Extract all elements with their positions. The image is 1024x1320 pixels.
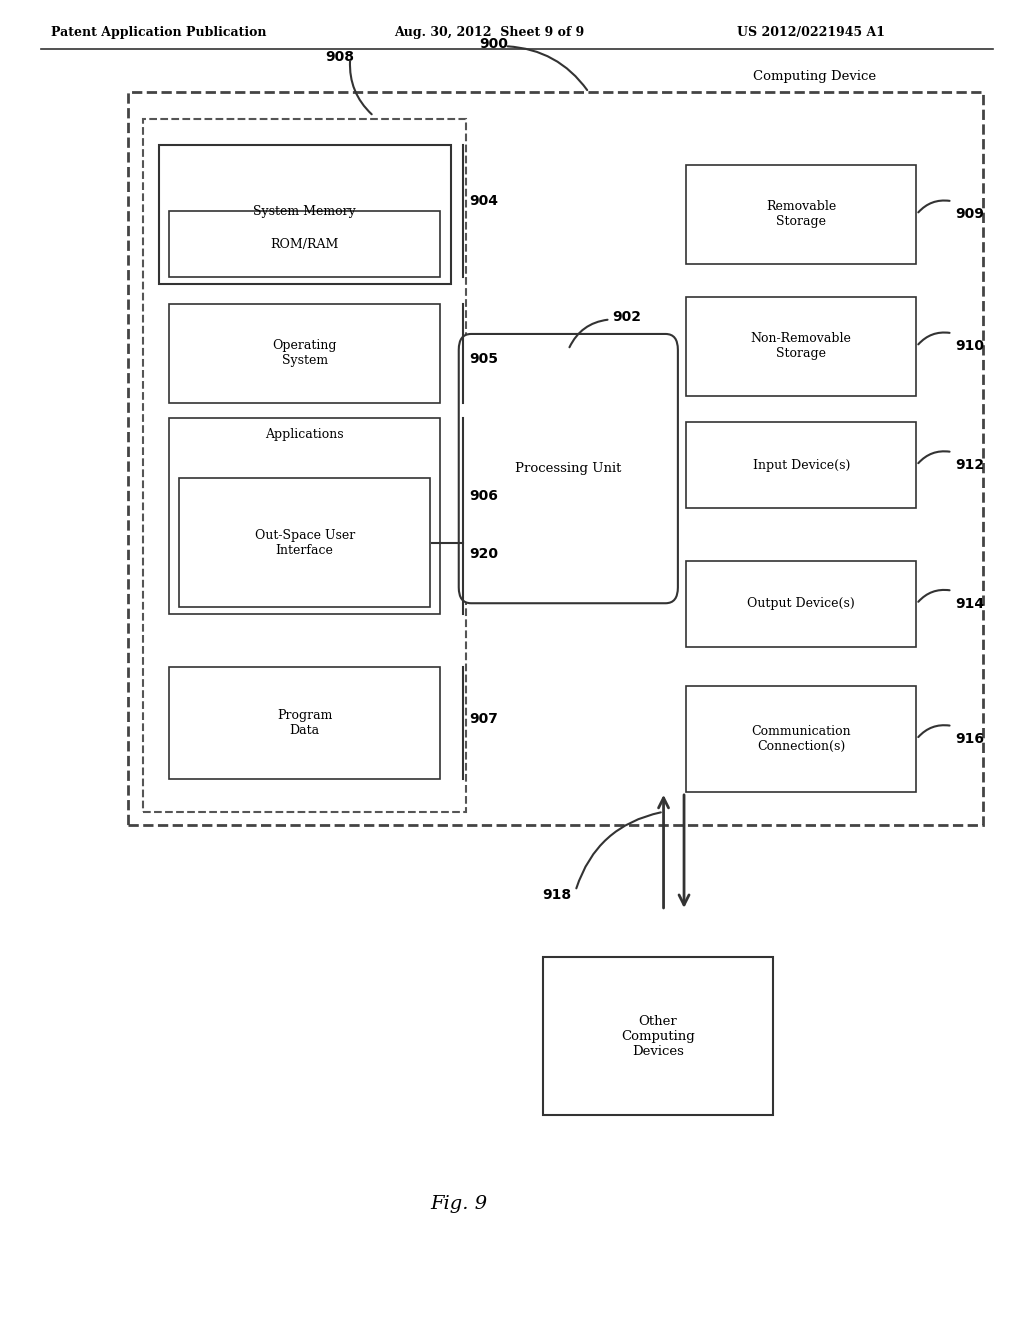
Text: Computing Device: Computing Device bbox=[753, 70, 876, 83]
Text: 900: 900 bbox=[479, 37, 508, 50]
Text: Fig. 9: Fig. 9 bbox=[430, 1195, 487, 1213]
Text: 904: 904 bbox=[469, 194, 498, 207]
Bar bbox=[128, 92, 983, 825]
Text: 914: 914 bbox=[955, 597, 984, 611]
Text: Operating
System: Operating System bbox=[272, 339, 337, 367]
Bar bbox=[179, 478, 430, 607]
Bar bbox=[169, 667, 440, 779]
Text: Processing Unit: Processing Unit bbox=[515, 462, 622, 475]
Text: Program
Data: Program Data bbox=[276, 709, 333, 737]
Bar bbox=[686, 686, 916, 792]
Text: 902: 902 bbox=[612, 310, 641, 323]
Bar bbox=[169, 211, 440, 277]
Text: 912: 912 bbox=[955, 458, 984, 473]
Text: Communication
Connection(s): Communication Connection(s) bbox=[752, 725, 851, 754]
Text: 920: 920 bbox=[469, 548, 498, 561]
Bar bbox=[686, 561, 916, 647]
Text: 907: 907 bbox=[469, 713, 498, 726]
Text: System Memory: System Memory bbox=[253, 205, 356, 218]
Bar bbox=[169, 418, 440, 614]
Bar bbox=[686, 297, 916, 396]
Text: 918: 918 bbox=[543, 888, 571, 902]
Text: Input Device(s): Input Device(s) bbox=[753, 459, 850, 471]
FancyBboxPatch shape bbox=[459, 334, 678, 603]
Bar bbox=[686, 165, 916, 264]
Bar bbox=[169, 304, 440, 403]
Text: Output Device(s): Output Device(s) bbox=[748, 598, 855, 610]
Text: Other
Computing
Devices: Other Computing Devices bbox=[621, 1015, 695, 1057]
Text: Aug. 30, 2012  Sheet 9 of 9: Aug. 30, 2012 Sheet 9 of 9 bbox=[394, 26, 585, 38]
Text: Non-Removable
Storage: Non-Removable Storage bbox=[751, 333, 852, 360]
Text: 906: 906 bbox=[469, 490, 498, 503]
Bar bbox=[686, 422, 916, 508]
Text: Removable
Storage: Removable Storage bbox=[766, 201, 837, 228]
Text: Out-Space User
Interface: Out-Space User Interface bbox=[255, 528, 354, 557]
Text: 909: 909 bbox=[955, 207, 984, 222]
Bar bbox=[143, 119, 466, 812]
Text: ROM/RAM: ROM/RAM bbox=[270, 238, 339, 251]
Text: 910: 910 bbox=[955, 339, 984, 354]
Text: 905: 905 bbox=[469, 352, 498, 366]
Bar bbox=[543, 957, 773, 1115]
Text: 916: 916 bbox=[955, 733, 984, 746]
Bar bbox=[159, 145, 451, 284]
Text: Patent Application Publication: Patent Application Publication bbox=[51, 26, 266, 38]
Text: 908: 908 bbox=[326, 50, 354, 63]
Text: Applications: Applications bbox=[265, 428, 344, 441]
Text: US 2012/0221945 A1: US 2012/0221945 A1 bbox=[737, 26, 886, 38]
